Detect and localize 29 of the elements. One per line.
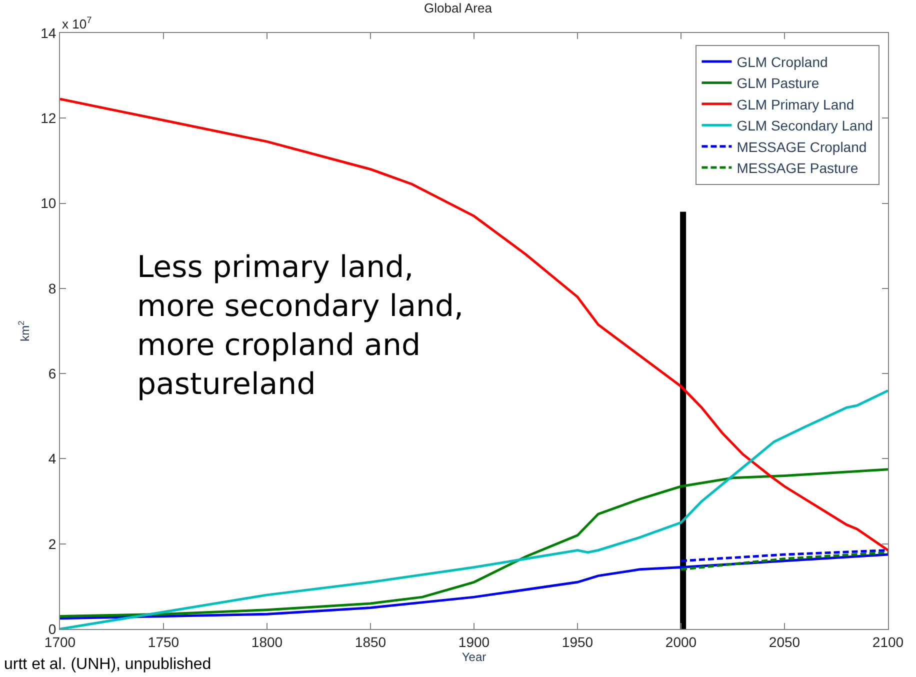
y-tick-label: 12 <box>40 110 56 126</box>
legend-label: GLM Pasture <box>736 75 820 92</box>
y-tick-label: 8 <box>48 280 56 296</box>
text: x 10$^{7}$ <box>62 15 92 32</box>
x-tick-label: 2050 <box>768 634 800 650</box>
x-tick-label: 1800 <box>251 634 283 650</box>
legend-label: MESSAGE Cropland <box>736 138 867 155</box>
y-tick-label: 4 <box>48 450 56 467</box>
legend-label: GLM Secondary Land <box>736 118 873 134</box>
y-tick-label: 10 <box>40 195 56 212</box>
y-tick-label: 6 <box>48 365 56 382</box>
line-series <box>60 468 888 618</box>
text: urtt et al. (UNH), unpublished <box>4 656 212 673</box>
line-series <box>60 553 888 620</box>
x-tick-label: 1950 <box>562 634 594 650</box>
legend-label: GLM Cropland <box>736 54 828 70</box>
x-tick-label: 1900 <box>458 634 490 650</box>
x-axis-title: Year <box>462 650 486 664</box>
y-tick-label: 14 <box>40 24 56 41</box>
x-tick-label: 2000 <box>665 634 697 650</box>
x-tick-label: 1850 <box>354 634 386 650</box>
legend-label: MESSAGE Pasture <box>736 160 858 176</box>
y-tick-label: 2 <box>48 536 56 552</box>
x-tick-label: 1750 <box>148 634 180 650</box>
line-series <box>60 98 888 552</box>
x-tick-label: 2100 <box>872 634 904 650</box>
chart-title: Global Area <box>424 0 493 16</box>
annotation: Less primary land, more secondary land, more cropland and pastureland <box>137 250 464 402</box>
legend-label: GLM Primary Land <box>736 96 854 112</box>
